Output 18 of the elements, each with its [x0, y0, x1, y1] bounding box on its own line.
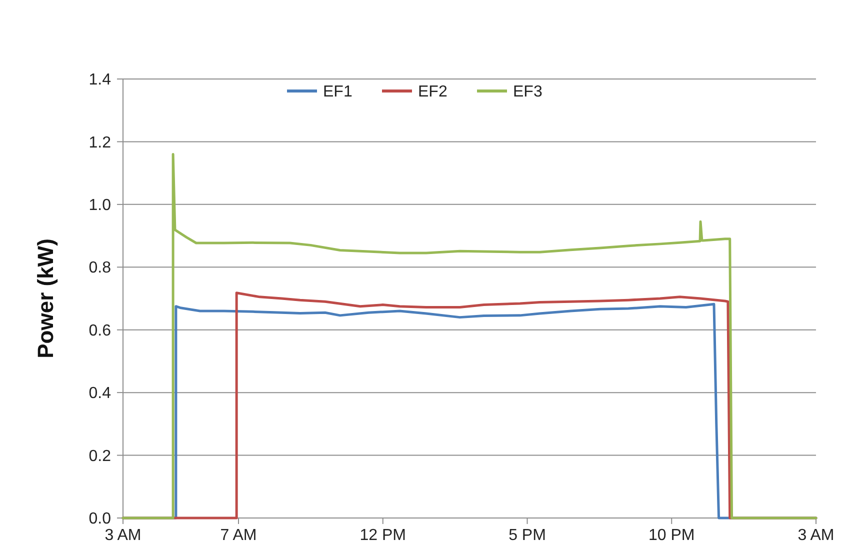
y-tick-label: 0.2 [88, 448, 112, 465]
y-tick-label: 0.6 [88, 322, 112, 340]
x-tick-label: 12 PM [360, 527, 406, 544]
legend-label: EF1 [323, 84, 352, 101]
y-tick-label: 1.4 [88, 72, 112, 89]
y-tick-label: 0.4 [88, 385, 112, 402]
y-tick-label: 1.2 [88, 134, 112, 152]
y-tick-label: 0.8 [88, 260, 112, 277]
y-axis-title: Power (kW) [33, 238, 58, 358]
x-tick-label: 3 AM [798, 527, 834, 544]
y-tick-label: 0.0 [88, 510, 112, 528]
x-tick-label: 10 PM [648, 527, 695, 544]
legend-label: EF2 [418, 84, 448, 101]
legend-label: EF3 [513, 84, 542, 101]
x-tick-label: 5 PM [508, 527, 546, 544]
x-tick-label: 3 AM [104, 527, 142, 544]
x-tick-label: 7 AM [220, 527, 257, 544]
y-tick-label: 1.0 [88, 197, 112, 214]
